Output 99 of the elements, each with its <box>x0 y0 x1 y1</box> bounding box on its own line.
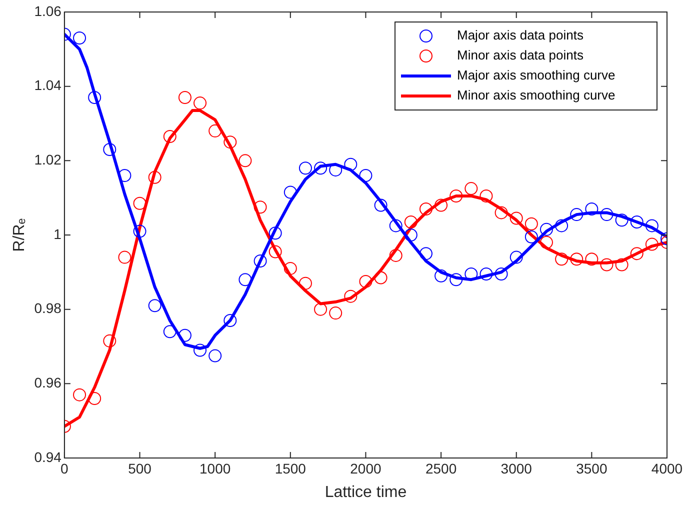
y-tick-label: 1.04 <box>34 77 62 94</box>
point <box>600 208 614 222</box>
x-tick-label: 2000 <box>350 460 382 476</box>
point <box>344 290 358 303</box>
point <box>450 189 463 202</box>
point <box>268 226 282 240</box>
point <box>464 182 478 196</box>
point <box>510 250 523 264</box>
legend-label: Minor axis smoothing curve <box>457 88 616 103</box>
point <box>389 219 402 232</box>
point <box>555 252 568 266</box>
point <box>524 217 538 230</box>
point <box>419 202 432 216</box>
point <box>600 258 614 272</box>
point <box>254 254 267 268</box>
point <box>73 32 86 45</box>
point <box>133 196 146 210</box>
point <box>224 314 237 327</box>
point <box>359 274 372 288</box>
point <box>434 198 448 212</box>
point <box>585 202 598 216</box>
point <box>480 189 493 202</box>
point <box>224 136 237 149</box>
point <box>73 388 86 402</box>
point <box>194 96 207 110</box>
point <box>450 273 463 286</box>
point <box>510 212 523 225</box>
point <box>540 236 553 249</box>
point <box>645 219 658 232</box>
point <box>329 306 342 320</box>
x-axis-title: Lattice time <box>324 484 407 501</box>
point <box>148 170 162 184</box>
point <box>103 143 116 156</box>
point <box>615 214 628 227</box>
x-tick-label: 4000 <box>651 460 683 476</box>
point <box>133 224 146 238</box>
point <box>389 248 402 262</box>
y-tick-label: 1 <box>54 226 62 242</box>
x-tick-label: 2500 <box>425 460 457 476</box>
point <box>540 222 553 236</box>
legend-label: Major axis smoothing curve <box>457 68 616 83</box>
point <box>284 186 297 199</box>
point <box>344 158 358 171</box>
point <box>238 154 252 168</box>
x-tick-label: 3000 <box>500 460 532 476</box>
point <box>494 206 508 220</box>
point <box>208 349 222 362</box>
x-tick-label: 1000 <box>200 460 231 476</box>
point <box>178 328 192 342</box>
point <box>314 302 328 316</box>
y-tick-label: 0.96 <box>34 374 62 391</box>
point <box>374 198 388 212</box>
point <box>645 238 658 251</box>
point <box>359 169 372 182</box>
y-tick-label: 1.02 <box>34 152 62 168</box>
legend-label: Major axis data points <box>457 28 584 43</box>
point <box>298 276 312 290</box>
x-tick-label: 1500 <box>274 460 306 476</box>
point <box>585 252 598 266</box>
point <box>419 247 432 260</box>
point <box>103 334 116 348</box>
x-tick-label: 0 <box>60 460 69 476</box>
point <box>404 215 418 228</box>
point <box>284 262 297 275</box>
point <box>314 162 328 175</box>
point <box>238 273 252 286</box>
point <box>524 230 538 244</box>
point <box>570 252 584 266</box>
point <box>434 269 448 282</box>
y-tick-label: 0.94 <box>34 448 62 465</box>
y-tick-label: 0.98 <box>34 300 62 316</box>
point <box>163 130 176 144</box>
point <box>148 299 162 312</box>
y-axis-title: R/Rₑ <box>11 218 28 252</box>
point <box>118 169 132 182</box>
point <box>298 162 312 175</box>
point <box>163 325 176 338</box>
point <box>118 250 132 264</box>
point <box>404 228 418 242</box>
point <box>208 124 222 138</box>
point <box>374 271 388 284</box>
point <box>329 163 342 176</box>
point <box>254 200 267 214</box>
point <box>630 215 644 228</box>
point <box>555 219 568 232</box>
legend-label: Minor axis data points <box>457 48 584 63</box>
y-tick-label: 1.06 <box>34 2 62 19</box>
point <box>178 90 192 104</box>
point <box>630 247 644 260</box>
x-tick-label: 500 <box>128 460 152 476</box>
point <box>268 245 282 258</box>
x-tick-label: 3500 <box>576 460 608 476</box>
point <box>88 392 102 406</box>
point <box>480 268 493 281</box>
point <box>88 90 102 104</box>
point <box>570 208 584 222</box>
point <box>615 258 628 272</box>
point <box>494 268 508 281</box>
point <box>194 344 207 357</box>
